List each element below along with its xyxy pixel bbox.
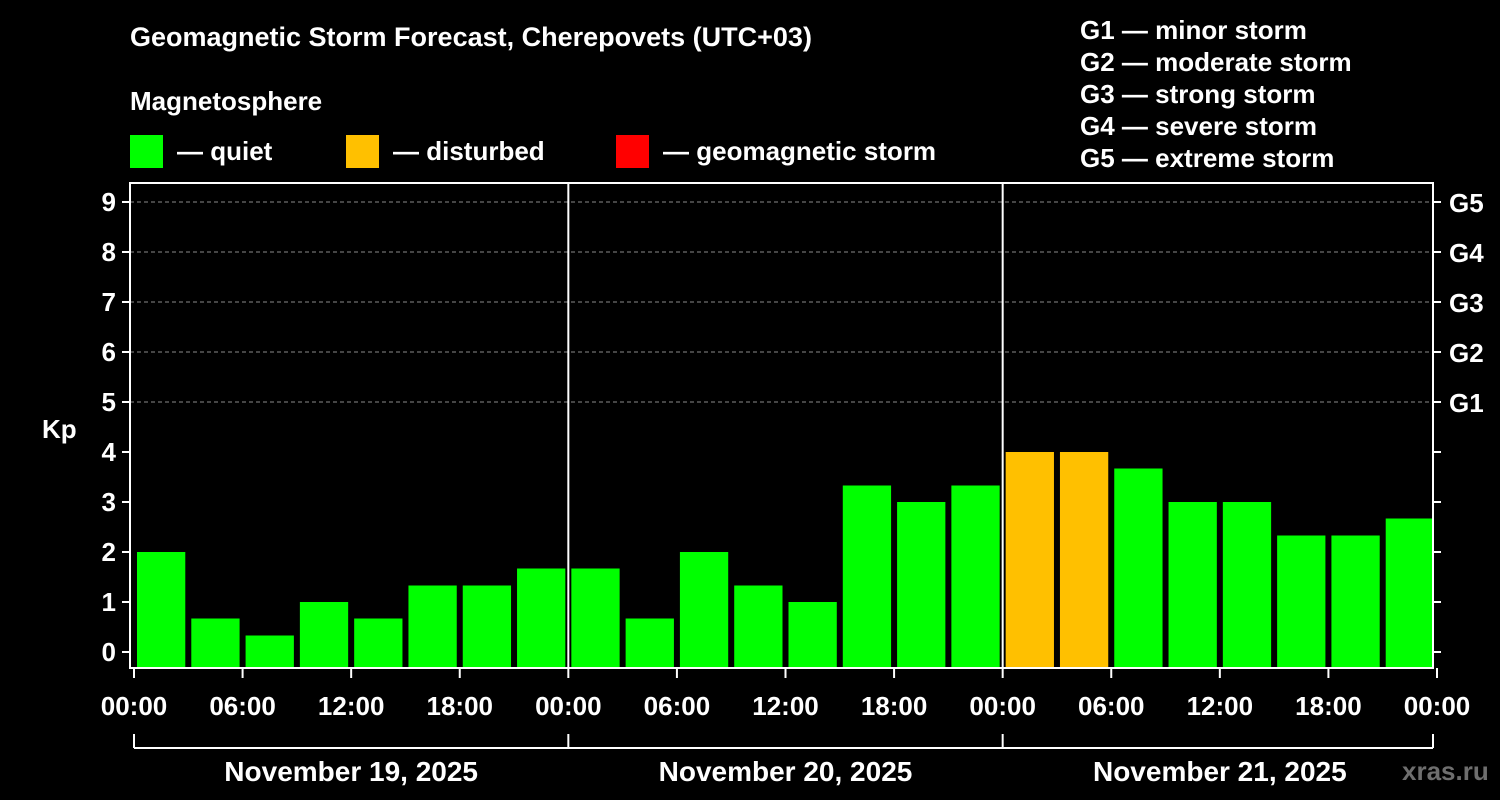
x-tick-label-4: 00:00 (535, 691, 602, 721)
y-tick-label-3: 3 (102, 487, 116, 517)
plot-frame (129, 182, 1434, 669)
kp-bar-0 (137, 552, 186, 668)
g-scale-legend-g2: G2 — moderate storm (1080, 47, 1352, 77)
legend-label-disturbed: — disturbed (393, 135, 545, 166)
grid-layer (130, 201, 1433, 403)
axes-layer (122, 182, 1441, 749)
y-tick-label-7: 7 (102, 287, 116, 317)
x-tick-label-5: 06:00 (644, 691, 711, 721)
kp-bar-14 (897, 502, 946, 668)
legend-label-storm: — geomagnetic storm (663, 135, 937, 166)
kp-bar-13 (842, 485, 892, 668)
legend-swatch-disturbed (346, 134, 379, 168)
g-level-label-g4: G4 (1449, 238, 1484, 268)
y-tick-label-5: 5 (102, 387, 116, 417)
y-tick-label-9: 9 (102, 187, 116, 217)
x-tick-label-11: 18:00 (1295, 691, 1362, 721)
legend-item-disturbed: — disturbed (346, 134, 545, 168)
bars-layer (137, 452, 1434, 668)
chart-title: Geomagnetic Storm Forecast, Cherepovets … (130, 22, 812, 52)
g-scale-legend: G1 — minor storm G2 — moderate storm G3 … (1080, 14, 1352, 174)
x-tick-label-10: 12:00 (1187, 691, 1254, 721)
x-tick-label-12: 00:00 (1404, 691, 1471, 721)
legend-swatch-quiet (130, 134, 163, 168)
kp-bar-6 (462, 585, 512, 668)
kp-bar-2 (245, 635, 294, 668)
kp-bar-10 (679, 552, 729, 668)
x-tick-label-3: 18:00 (427, 691, 494, 721)
x-tick-label-0: 00:00 (101, 691, 168, 721)
g-scale-legend-g1: G1 — minor storm (1080, 15, 1307, 45)
kp-bar-20 (1222, 502, 1272, 668)
legend-item-quiet: — quiet (130, 134, 272, 168)
y-tick-label-4: 4 (102, 437, 117, 467)
y-tick-label-0: 0 (102, 637, 116, 667)
date-label-2: November 21, 2025 (1093, 756, 1347, 787)
kp-bar-12 (788, 602, 837, 668)
g-level-label-g2: G2 (1449, 338, 1484, 368)
y-tick-label-6: 6 (102, 337, 116, 367)
legend-title: Magnetosphere (130, 86, 323, 116)
g-scale-legend-g4: G4 — severe storm (1080, 111, 1318, 141)
kp-bar-19 (1168, 502, 1217, 668)
g-scale-legend-g3: G3 — strong storm (1080, 79, 1316, 109)
date-label-1: November 20, 2025 (659, 756, 913, 787)
x-tick-label-9: 06:00 (1078, 691, 1145, 721)
kp-bar-21 (1277, 535, 1326, 668)
g-level-label-g3: G3 (1449, 288, 1484, 318)
x-tick-label-1: 06:00 (209, 691, 276, 721)
watermark: xras.ru (1402, 756, 1489, 786)
g-level-label-g1: G1 (1449, 388, 1484, 418)
kp-bar-18 (1114, 468, 1163, 668)
kp-bar-11 (734, 585, 783, 668)
legend-label-quiet: — quiet (177, 135, 273, 166)
y-tick-label-1: 1 (102, 587, 116, 617)
kp-bar-1 (191, 618, 240, 668)
y-axis-label: Kp (42, 414, 77, 444)
legend-item-storm: — geomagnetic storm (616, 134, 936, 168)
kp-bar-9 (625, 618, 674, 668)
x-tick-label-8: 00:00 (969, 691, 1036, 721)
legend-swatch-storm (616, 134, 649, 168)
kp-bar-7 (517, 568, 566, 668)
y-tick-label-8: 8 (102, 237, 116, 267)
kp-bar-17 (1059, 452, 1109, 668)
date-label-0: November 19, 2025 (224, 756, 478, 787)
y-tick-label-2: 2 (102, 537, 116, 567)
kp-bar-22 (1331, 535, 1380, 668)
kp-bar-15 (951, 485, 1000, 668)
kp-bar-5 (408, 585, 457, 668)
x-tick-label-7: 18:00 (861, 691, 928, 721)
x-tick-label-2: 12:00 (318, 691, 385, 721)
g-level-label-g5: G5 (1449, 188, 1484, 218)
g-scale-legend-g5: G5 — extreme storm (1080, 143, 1335, 173)
kp-bar-3 (299, 602, 349, 668)
kp-bar-8 (571, 568, 620, 668)
kp-bar-4 (354, 618, 403, 668)
kp-bar-23 (1385, 518, 1434, 668)
kp-bar-16 (1005, 452, 1054, 668)
labels-layer: 0 1 2 3 4 5 6 7 8 9 G1 G2 G3 G4 G5 Kp 00:00 06:00 12:00 18:… (42, 187, 1484, 787)
x-tick-label-6: 12:00 (752, 691, 819, 721)
